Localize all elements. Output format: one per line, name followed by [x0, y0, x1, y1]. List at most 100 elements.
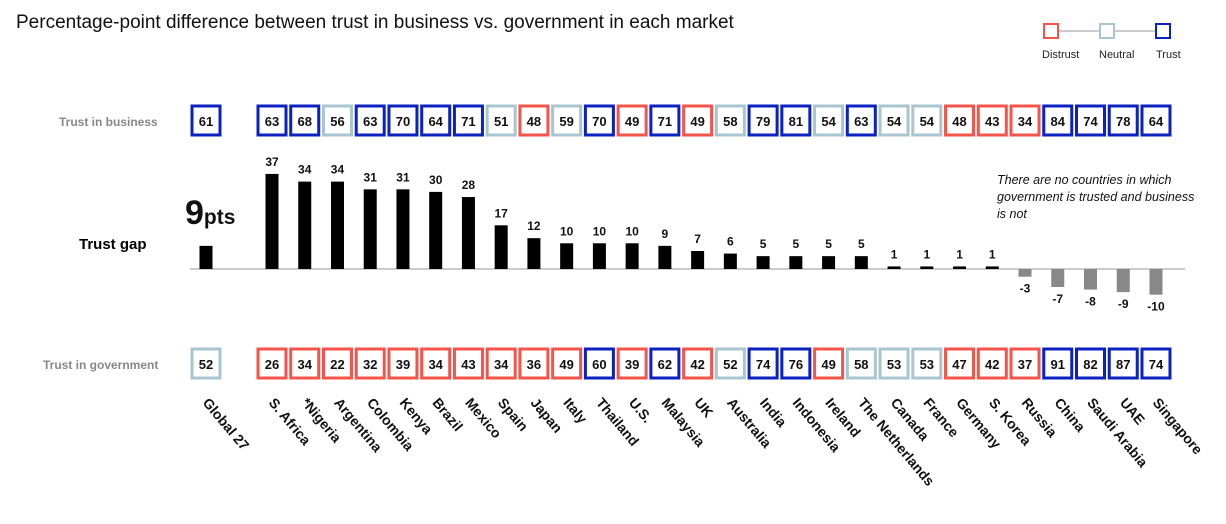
government-box-value: 74 [1149, 357, 1164, 372]
business-box [256, 104, 288, 137]
category-label: Saudi Arabia [1084, 395, 1151, 471]
business-box [1140, 104, 1172, 137]
business-box [682, 104, 714, 137]
gap-label: -7 [1052, 292, 1063, 306]
government-box-value: 39 [625, 357, 639, 372]
global-gap-number: 9 [185, 194, 204, 232]
government-box-value: 32 [363, 357, 377, 372]
gap-label: 31 [364, 170, 378, 184]
gap-bar [363, 189, 377, 269]
gap-bar [429, 191, 443, 269]
gap-bar [723, 253, 737, 269]
gap-bar [494, 225, 508, 269]
government-box [780, 347, 812, 380]
gap-bar [1084, 269, 1097, 290]
business-box-value: 63 [854, 114, 868, 129]
business-box-value: 71 [658, 114, 672, 129]
gap-bar [789, 256, 803, 269]
gap-label: 10 [560, 224, 574, 238]
government-box-value: 62 [658, 357, 672, 372]
government-box-value: 87 [1116, 357, 1130, 372]
global-gap-value: 9pts [185, 194, 235, 233]
gap-label: 5 [760, 237, 767, 251]
government-box [616, 347, 648, 380]
business-box [190, 104, 222, 137]
gap-bar [953, 266, 967, 269]
government-box [813, 347, 845, 380]
gap-label: -3 [1020, 282, 1031, 296]
government-box [518, 347, 550, 380]
gap-label: -10 [1147, 300, 1165, 314]
government-box-value: 60 [592, 357, 606, 372]
government-box-value: 39 [396, 357, 410, 372]
government-box-value: 42 [690, 357, 704, 372]
gap-bar [330, 181, 344, 269]
business-box-value: 54 [821, 114, 836, 129]
business-box [518, 104, 550, 137]
legend-trust: Trust [1156, 49, 1181, 61]
government-box [289, 347, 321, 380]
business-box-value: 48 [527, 114, 541, 129]
gap-bar [854, 256, 868, 269]
gap-label: 1 [956, 247, 963, 261]
gap-label: 10 [625, 224, 639, 238]
gap-label: 9 [662, 227, 669, 241]
business-box-value: 79 [756, 114, 770, 129]
business-box-value: 70 [592, 114, 606, 129]
category-label: UK [691, 395, 716, 421]
legend-swatch-2 [1155, 23, 1171, 39]
government-box [354, 347, 386, 380]
business-box-value: 43 [985, 114, 999, 129]
category-label: Italy [560, 395, 590, 427]
government-box [551, 347, 583, 380]
category-label: Global 27 [200, 395, 253, 454]
business-box-value: 84 [1051, 114, 1066, 129]
government-box [583, 347, 615, 380]
government-box [1009, 347, 1041, 380]
business-box-value: 70 [396, 114, 410, 129]
government-box-value: 52 [723, 357, 737, 372]
gap-bar [1018, 269, 1032, 277]
legend-swatch-0 [1043, 23, 1059, 39]
gap-bar [461, 197, 475, 269]
gap-bar [985, 266, 999, 269]
business-box-value: 34 [1018, 114, 1033, 129]
business-box [944, 104, 976, 137]
government-box [714, 347, 746, 380]
chart-title: Percentage-point difference between trus… [16, 12, 734, 33]
business-box [551, 104, 583, 137]
category-label: Japan [528, 395, 566, 436]
gap-label: 5 [858, 237, 865, 251]
government-box [452, 347, 484, 380]
business-box [1107, 104, 1139, 137]
government-box-value: 22 [330, 357, 344, 372]
government-box-value: 58 [854, 357, 868, 372]
gap-bar [592, 243, 606, 269]
business-box-value: 68 [298, 114, 312, 129]
gap-bar [396, 189, 410, 269]
row-label-government: Trust in government [43, 358, 159, 372]
government-box-value: 53 [920, 357, 934, 372]
gap-bar [1051, 269, 1065, 287]
row-label-gap: Trust gap [79, 236, 147, 253]
government-box-value: 53 [887, 357, 901, 372]
government-box-value: 82 [1083, 357, 1097, 372]
business-box [321, 104, 353, 137]
business-box-value: 71 [461, 114, 475, 129]
government-box-value: 52 [199, 357, 213, 372]
category-label: Singapore [1150, 395, 1206, 458]
gap-label: -8 [1085, 295, 1096, 309]
government-box [1075, 347, 1106, 380]
gap-bar [887, 266, 901, 269]
business-box [1042, 104, 1074, 137]
gap-bar [199, 245, 213, 269]
gap-bar [1149, 269, 1163, 295]
government-box [682, 347, 714, 380]
government-box [878, 347, 910, 380]
business-box [485, 104, 517, 137]
government-box-value: 76 [789, 357, 803, 372]
gap-bar [691, 251, 705, 269]
business-box-value: 81 [789, 114, 803, 129]
business-box-value: 78 [1116, 114, 1130, 129]
